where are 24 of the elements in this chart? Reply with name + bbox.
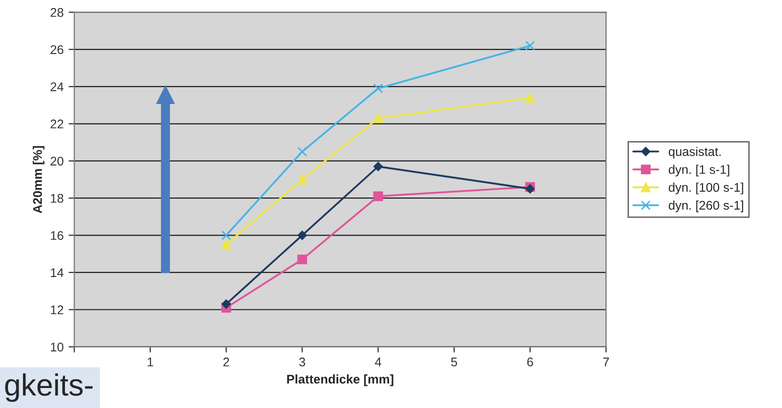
y-tick-label: 12 xyxy=(50,305,64,314)
y-tick-label: 16 xyxy=(50,231,64,240)
legend-label: quasistat. xyxy=(668,146,721,158)
legend-label: dyn. [1 s-1] xyxy=(668,164,730,176)
x-tick-label: 4 xyxy=(374,358,382,366)
y-tick-label: 14 xyxy=(50,268,64,277)
legend-label: dyn. [100 s-1] xyxy=(668,182,744,194)
x-axis-title: Plattendicke [mm] xyxy=(287,374,394,386)
y-axis-title: A20mm [%] xyxy=(32,146,44,214)
y-tick-label: 28 xyxy=(50,8,64,17)
legend-label: dyn. [260 s-1] xyxy=(668,200,744,212)
x-tick-label: 3 xyxy=(299,358,306,366)
x-tick-label: 7 xyxy=(603,358,609,366)
x-tick-label: 6 xyxy=(527,358,534,366)
x-tick-label: 2 xyxy=(223,358,230,366)
y-tick-label: 20 xyxy=(50,156,64,166)
x-tick-label: 1 xyxy=(148,358,154,366)
y-tick-label: 24 xyxy=(50,82,64,92)
text: gkeits- xyxy=(5,373,93,402)
y-tick-label: 10 xyxy=(50,342,64,352)
y-tick-label: 26 xyxy=(50,45,64,54)
y-tick-label: 22 xyxy=(50,120,64,128)
y-tick-label: 18 xyxy=(50,194,64,203)
x-tick-label: 5 xyxy=(451,358,458,366)
